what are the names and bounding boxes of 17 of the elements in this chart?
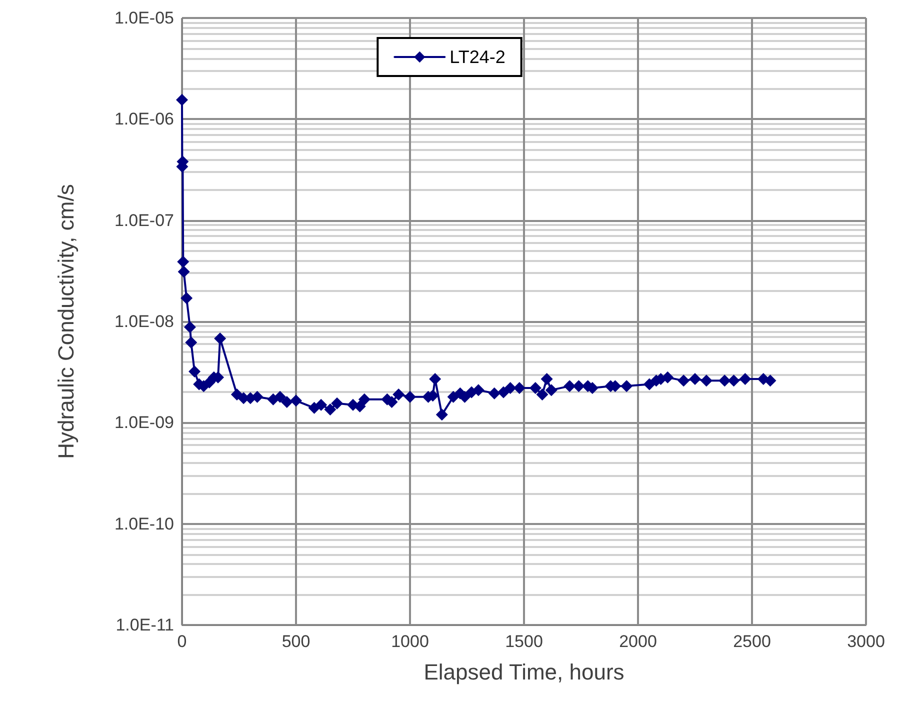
x-tick-label: 1000 (391, 632, 429, 651)
y-tick-label: 1.0E-05 (114, 8, 174, 28)
x-tick-label: 0 (177, 632, 187, 651)
y-tick-label: 1.0E-09 (114, 413, 174, 432)
y-tick-label: 1.0E-08 (114, 312, 174, 331)
y-tick-label: 1.0E-07 (114, 210, 174, 230)
x-tick-label: 2000 (619, 632, 657, 651)
legend-label: LT24-2 (450, 47, 506, 67)
y-axis-title: Hydraulic Conductivity, cm/s (54, 184, 78, 459)
y-tick-label: 1.0E-06 (114, 110, 174, 129)
x-axis-title: Elapsed Time, hours (424, 660, 624, 684)
x-tick-label: 2500 (733, 632, 771, 651)
x-tick-label: 1500 (505, 632, 543, 651)
x-tick-label: 3000 (847, 632, 885, 651)
y-tick-label: 1.0E-11 (116, 616, 174, 634)
y-tick-label: 1.0E-10 (114, 514, 174, 534)
x-tick-label: 500 (282, 632, 310, 651)
